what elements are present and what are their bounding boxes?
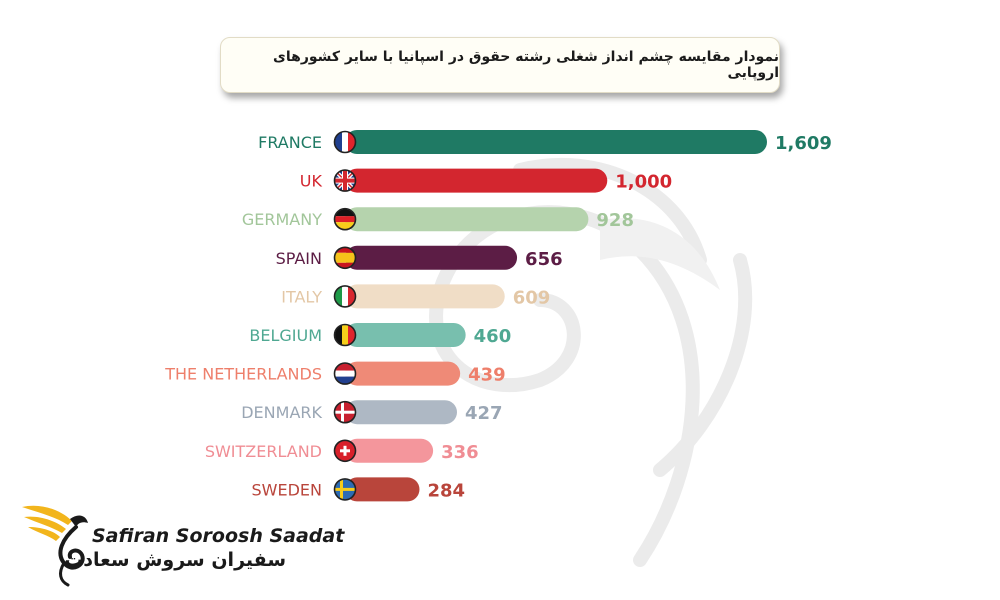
bar <box>345 438 434 463</box>
value-label: 284 <box>427 480 465 501</box>
logo-name-english: Safiran Soroosh Saadat <box>92 525 345 547</box>
bar <box>345 207 589 232</box>
sweden-flag-icon <box>333 478 357 501</box>
value-label: 928 <box>596 210 634 231</box>
bar-row: DENMARK 427 <box>241 400 503 425</box>
company-logo: Safiran Soroosh Saadat سفیران سروش سعادت <box>20 495 344 590</box>
bar-row: SWEDEN 284 <box>252 477 465 502</box>
bar-row: THE NETHERLANDS 439 <box>164 361 506 386</box>
france-flag-icon <box>333 130 357 154</box>
category-label: FRANCE <box>258 133 322 152</box>
netherlands-flag-icon <box>333 362 357 385</box>
italy-flag-icon <box>333 285 357 308</box>
value-label: 336 <box>441 442 479 463</box>
belgium-flag-icon <box>333 323 357 347</box>
value-label: 439 <box>468 365 506 386</box>
logo-name-persian: سفیران سروش سعادت <box>64 549 286 571</box>
bar-row: GERMANY 928 <box>242 207 634 232</box>
phoenix-logo-icon <box>22 505 88 587</box>
bar <box>345 361 461 386</box>
bar-row: SPAIN 656 <box>276 245 563 270</box>
bar <box>345 130 767 154</box>
chart-title: نمودار مقایسه چشم انداز شغلی رشته حقوق د… <box>220 37 780 93</box>
value-label: 1,000 <box>615 172 672 193</box>
germany-flag-icon <box>333 207 357 231</box>
category-label: SPAIN <box>276 249 322 268</box>
bar <box>345 477 420 502</box>
value-label: 609 <box>513 287 551 308</box>
bar <box>345 400 457 425</box>
uk-flag-icon <box>333 169 357 192</box>
switzerland-flag-icon <box>333 439 357 463</box>
category-label: UK <box>300 172 323 191</box>
value-label: 656 <box>525 249 563 270</box>
category-label: ITALY <box>281 287 322 306</box>
category-label: GERMANY <box>242 210 322 229</box>
bar <box>345 245 518 270</box>
category-label: THE NETHERLANDS <box>164 365 322 384</box>
category-label: DENMARK <box>241 403 322 422</box>
category-label: SWITZERLAND <box>205 442 322 461</box>
bar-row: FRANCE 1,609 <box>258 130 832 154</box>
denmark-flag-icon <box>333 400 357 424</box>
value-label: 427 <box>465 403 503 424</box>
bar-row: SWITZERLAND 336 <box>205 438 479 463</box>
value-label: 1,609 <box>775 133 832 154</box>
spain-flag-icon <box>333 246 357 270</box>
bar-row: ITALY 609 <box>281 284 551 309</box>
bar-row: UK 1,000 <box>300 168 672 193</box>
bar <box>345 284 505 309</box>
category-label: BELGIUM <box>249 326 322 345</box>
value-label: 460 <box>474 326 512 347</box>
bar-row: BELGIUM 460 <box>249 323 511 347</box>
bar <box>345 323 466 347</box>
category-label: SWEDEN <box>252 480 322 499</box>
bar <box>345 168 608 193</box>
